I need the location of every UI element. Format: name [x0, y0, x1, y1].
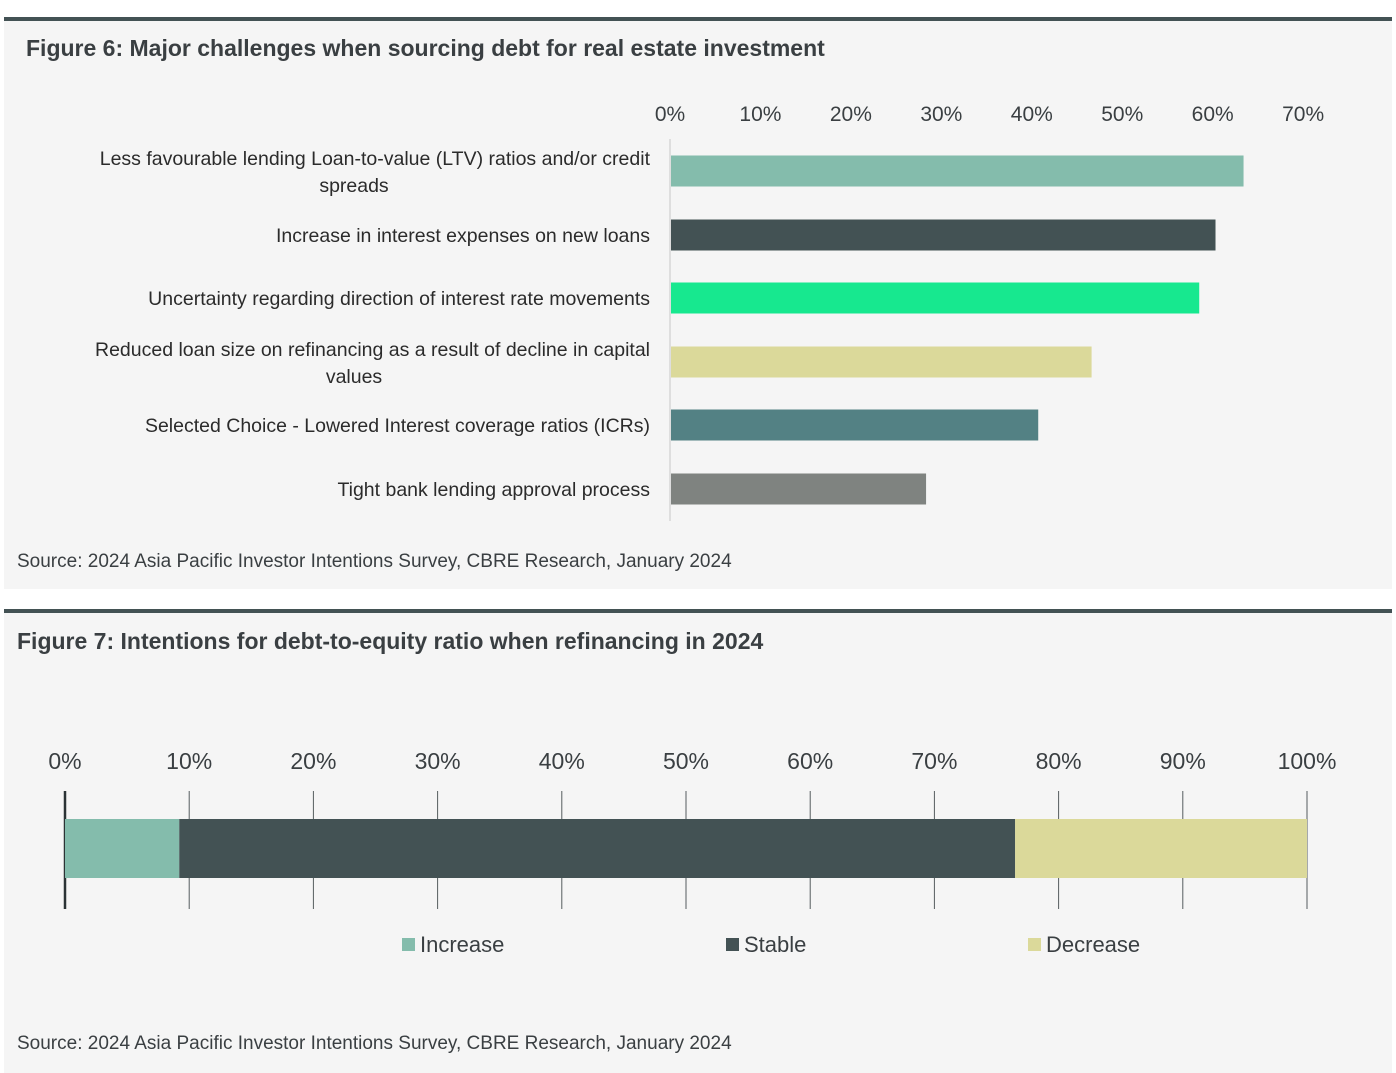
- x-tick-label: 40%: [539, 748, 585, 774]
- x-tick-label: 80%: [1036, 748, 1082, 774]
- x-tick-label: 20%: [830, 103, 872, 126]
- x-tick-label: 70%: [1282, 103, 1324, 126]
- figure-7-panel: Figure 7: Intentions for debt-to-equity …: [4, 609, 1392, 1073]
- bar: [671, 346, 1092, 378]
- category-label: Reduced loan size on refinancing as a re…: [95, 339, 650, 361]
- category-label: spreads: [319, 175, 389, 197]
- legend-label: Increase: [420, 932, 504, 957]
- bar: [671, 473, 927, 505]
- bar: [671, 219, 1216, 251]
- x-tick-label: 20%: [290, 748, 336, 774]
- x-tick-label: 100%: [1278, 748, 1337, 774]
- category-label: Increase in interest expenses on new loa…: [276, 225, 650, 247]
- category-label: Less favourable lending Loan-to-value (L…: [100, 148, 651, 170]
- x-tick-label: 30%: [920, 103, 962, 126]
- x-tick-label: 60%: [787, 748, 833, 774]
- bar: [671, 155, 1244, 187]
- stacked-segment: [179, 819, 1016, 878]
- x-tick-label: 70%: [911, 748, 957, 774]
- x-tick-label: 0%: [655, 103, 685, 126]
- x-tick-label: 50%: [663, 748, 709, 774]
- x-tick-label: 60%: [1192, 103, 1234, 126]
- stacked-segment: [1015, 819, 1307, 878]
- figure-6-source: Source: 2024 Asia Pacific Investor Inten…: [17, 551, 732, 572]
- figure-7-stacked-bar-chart: 0% 10% 20% 30% 40% 50% 60% 70% 80% 90% 100% Increas…: [48, 748, 1337, 957]
- category-label: Tight bank lending approval process: [337, 479, 650, 501]
- category-label: Uncertainty regarding direction of inter…: [148, 288, 650, 310]
- x-tick-label: 40%: [1011, 103, 1053, 126]
- x-tick-label: 10%: [166, 748, 212, 774]
- x-tick-label: 50%: [1101, 103, 1143, 126]
- bar: [671, 409, 1039, 441]
- category-label: Selected Choice - Lowered Interest cover…: [145, 415, 650, 437]
- figure-6-bar-chart: 0% 10% 20% 30% 40% 50% 60% 70% Less favourable l…: [95, 103, 1324, 521]
- x-tick-label: 30%: [415, 748, 461, 774]
- x-tick-label: 0%: [48, 748, 81, 774]
- legend-label: Stable: [744, 932, 806, 957]
- legend-label: Decrease: [1046, 932, 1140, 957]
- bar: [671, 282, 1200, 314]
- figure-7-source: Source: 2024 Asia Pacific Investor Inten…: [17, 1033, 732, 1054]
- category-label: values: [326, 366, 383, 388]
- legend-swatch: [726, 938, 739, 951]
- x-tick-label: 90%: [1160, 748, 1206, 774]
- x-tick-label: 10%: [739, 103, 781, 126]
- figure-7-title: Figure 7: Intentions for debt-to-equity …: [17, 628, 764, 654]
- stacked-segment: [65, 819, 180, 878]
- figure-6-title: Figure 6: Major challenges when sourcing…: [26, 35, 825, 61]
- legend-swatch: [1028, 938, 1041, 951]
- figure-6-panel: Figure 6: Major challenges when sourcing…: [4, 17, 1392, 589]
- legend-swatch: [402, 938, 415, 951]
